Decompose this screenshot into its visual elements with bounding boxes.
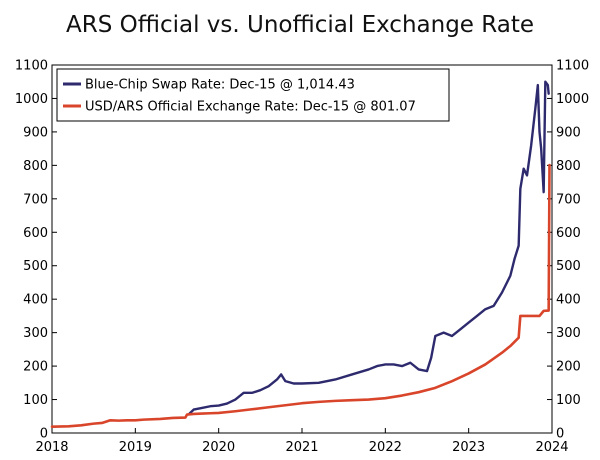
x-tick-label: 2022: [369, 440, 402, 455]
y-tick-label-right: 1100: [556, 59, 589, 74]
y-tick-label-left: 400: [23, 293, 48, 308]
y-tick-label-left: 900: [23, 125, 48, 140]
x-tick-label: 2020: [202, 440, 235, 455]
y-tick-label-right: 200: [556, 360, 581, 375]
y-tick-label-left: 1100: [15, 59, 48, 74]
x-tick-label: 2024: [535, 440, 568, 455]
y-tick-label-left: 500: [23, 259, 48, 274]
legend-label: USD/ARS Official Exchange Rate: Dec-15 @…: [85, 100, 416, 115]
y-tick-label-right: 800: [556, 159, 581, 174]
legend-label: Blue-Chip Swap Rate: Dec-15 @ 1,014.43: [85, 78, 355, 93]
y-tick-label-left: 0: [40, 427, 48, 442]
y-tick-label-right: 1000: [556, 92, 589, 107]
legend-box: [56, 68, 450, 122]
chart-legend: Blue-Chip Swap Rate: Dec-15 @ 1,014.43 US…: [56, 68, 450, 122]
chart-title: ARS Official vs. Unofficial Exchange Rat…: [66, 12, 534, 38]
y-tick-label-left: 200: [23, 360, 48, 375]
x-tick-label: 2018: [35, 440, 68, 455]
chart-ticks: 0 0 100 100 200 200 300 300 400 400 500 500 600 600 70…: [15, 59, 589, 456]
y-tick-label-right: 600: [556, 226, 581, 241]
y-tick-label-right: 0: [556, 427, 564, 442]
chart-series: [50, 80, 551, 428]
x-tick-label: 2021: [285, 440, 318, 455]
y-tick-label-right: 700: [556, 192, 581, 207]
y-tick-label-left: 700: [23, 192, 48, 207]
series-line-blue-chip: [188, 80, 550, 415]
y-tick-label-right: 400: [556, 293, 581, 308]
y-tick-label-left: 600: [23, 226, 48, 241]
x-tick-label: 2019: [119, 440, 152, 455]
y-tick-label-left: 100: [23, 393, 48, 408]
y-tick-label-right: 100: [556, 393, 581, 408]
y-tick-label-right: 900: [556, 125, 581, 140]
x-tick-label: 2023: [452, 440, 485, 455]
y-tick-label-right: 300: [556, 326, 581, 341]
series-line-official: [50, 163, 551, 428]
y-tick-label-left: 1000: [15, 92, 48, 107]
y-tick-label-left: 300: [23, 326, 48, 341]
y-tick-label-right: 500: [556, 259, 581, 274]
y-tick-label-left: 800: [23, 159, 48, 174]
